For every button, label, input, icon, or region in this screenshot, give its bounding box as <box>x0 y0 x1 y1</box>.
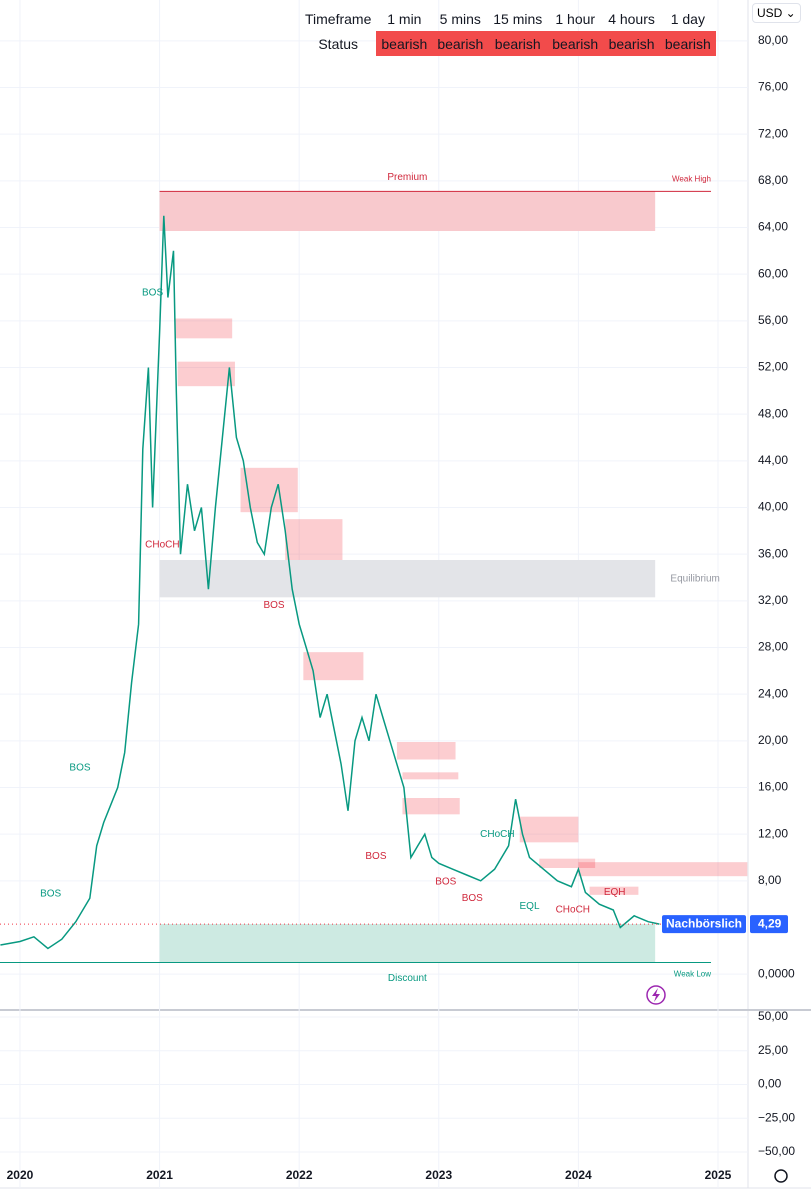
status-row: Status bearish bearish bearish bearish b… <box>300 31 716 56</box>
header-cell: 1 day <box>670 10 705 27</box>
y-tick-label: 76,00 <box>758 80 788 94</box>
y-tick-label: 32,00 <box>758 593 788 607</box>
y-tick-label: 40,00 <box>758 500 788 514</box>
price-line <box>0 215 660 950</box>
structure-label: BOS <box>40 888 61 899</box>
order-block <box>174 318 233 339</box>
structure-label: BOS <box>435 877 456 888</box>
currency-select[interactable]: USD ⌄ <box>752 3 801 23</box>
order-block <box>402 798 460 815</box>
y-tick-label: 60,00 <box>758 266 788 280</box>
order-block <box>177 361 235 387</box>
y-tick-label: 64,00 <box>758 220 788 234</box>
status-cell: bearish <box>547 31 604 56</box>
structure-label: BOS <box>365 851 386 862</box>
alert-icon <box>646 985 666 1005</box>
y-tick-label: −50,00 <box>758 1144 795 1158</box>
swing-label: Weak High <box>672 174 711 183</box>
y-tick-label: 80,00 <box>758 33 788 47</box>
row-label: Status <box>318 35 359 52</box>
zone-label: Premium <box>387 172 427 183</box>
x-tick-label: 2020 <box>7 1168 34 1182</box>
header-cell: 1 min <box>387 10 422 27</box>
structure-label: BOS <box>462 893 483 904</box>
x-tick-label: 2025 <box>705 1168 732 1182</box>
status-cell: bearish <box>432 31 489 56</box>
y-tick-label: 16,00 <box>758 780 788 794</box>
y-tick-label: 25,00 <box>758 1043 788 1057</box>
zone <box>159 924 656 963</box>
y-tick-label: 56,00 <box>758 313 788 327</box>
zone-label: Discount <box>388 973 427 984</box>
header-cell: Timeframe <box>305 10 372 27</box>
y-tick-label: 48,00 <box>758 406 788 420</box>
y-tick-label: 52,00 <box>758 360 788 374</box>
structure-label: EQL <box>520 901 540 912</box>
header-row: Timeframe 1 min 5 mins 15 mins 1 hour 4 … <box>300 6 716 31</box>
status-cell: bearish <box>603 31 660 56</box>
structure-label: EQH <box>604 887 626 898</box>
x-tick-label: 2023 <box>425 1168 452 1182</box>
structure-label: CHoCH <box>145 539 179 550</box>
zone <box>159 191 656 231</box>
y-tick-label: 0,0000 <box>758 966 795 980</box>
structure-label: CHoCH <box>556 905 590 916</box>
status-cell: bearish <box>488 31 548 56</box>
status-cell: bearish <box>659 31 716 56</box>
last-price-name: Nachbörslich <box>666 916 742 930</box>
zone <box>159 560 656 598</box>
y-tick-label: 24,00 <box>758 686 788 700</box>
structure-label: BOS <box>69 762 90 773</box>
structure-label: BOS <box>263 600 284 611</box>
currency: USD <box>757 6 783 20</box>
x-tick-label: 2021 <box>146 1168 173 1182</box>
order-block <box>240 467 298 513</box>
header-cell: 15 mins <box>493 10 543 27</box>
swing-label: Weak Low <box>674 970 711 979</box>
structure-label: CHoCH <box>480 829 514 840</box>
order-block <box>519 816 579 843</box>
order-block <box>285 519 343 560</box>
status-table: Timeframe 1 min 5 mins 15 mins 1 hour 4 … <box>300 6 716 56</box>
order-block <box>396 742 456 760</box>
y-tick-label: 12,00 <box>758 826 788 840</box>
y-tick-label: 28,00 <box>758 640 788 654</box>
y-tick-label: −25,00 <box>758 1110 795 1124</box>
x-tick-label: 2022 <box>286 1168 313 1182</box>
y-tick-label: 68,00 <box>758 173 788 187</box>
y-tick-label: 36,00 <box>758 546 788 560</box>
y-tick-label: 50,00 <box>758 1009 788 1023</box>
y-tick-label: 44,00 <box>758 453 788 467</box>
structure-label: BOS <box>142 287 163 298</box>
y-tick-label: 72,00 <box>758 126 788 140</box>
header-cell: 5 mins <box>439 10 481 27</box>
x-tick-label: 2024 <box>565 1168 592 1182</box>
order-block <box>589 886 639 895</box>
zone-label: Equilibrium <box>670 573 719 584</box>
last-price-value: 4,29 <box>758 916 782 930</box>
settings-icon <box>774 1169 788 1183</box>
order-block <box>578 862 748 877</box>
alert-icon <box>652 988 660 1002</box>
header-cell: 1 hour <box>555 10 596 27</box>
header-cell: 4 hours <box>608 10 655 27</box>
order-block <box>402 772 459 780</box>
last-price-tag <box>662 915 746 934</box>
last-price-box <box>750 915 788 934</box>
y-tick-label: 0,00 <box>758 1077 782 1091</box>
order-block <box>539 858 596 868</box>
y-tick-label: 8,00 <box>758 873 782 887</box>
y-tick-label: 20,00 <box>758 733 788 747</box>
status-cell: bearish <box>376 31 433 56</box>
